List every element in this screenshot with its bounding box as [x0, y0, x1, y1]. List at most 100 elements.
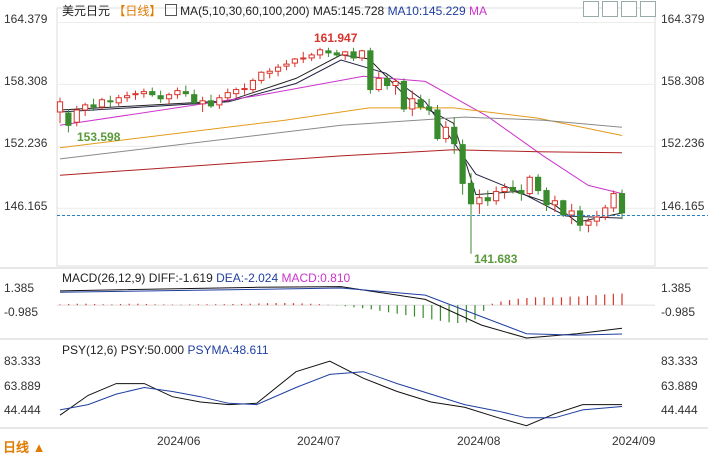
macd-label: MACD(26,12,9): [62, 271, 146, 285]
candle-down: [618, 193, 626, 214]
high-annotation: 161.947: [314, 31, 358, 45]
candle-up: [98, 99, 106, 108]
x-axis-label: 2024/07: [297, 434, 341, 448]
macd-tick: 1.385: [4, 281, 34, 295]
candle-up: [602, 207, 609, 218]
ma-indicator-label: MA(5,10,30,60,100,200): [180, 4, 310, 18]
psyma-line: [59, 371, 623, 419]
candle-down: [425, 106, 433, 111]
candle-down: [350, 51, 357, 59]
x-axis-label: 2024/06: [157, 434, 201, 448]
candle-up: [585, 220, 592, 226]
price-tick: 158.308: [661, 74, 705, 88]
price-tick: 152.236: [4, 136, 48, 150]
candle-up: [82, 104, 89, 111]
price-tick: 164.379: [4, 12, 48, 26]
psy-tick: 44.444: [4, 403, 41, 417]
psy-series: [59, 360, 623, 427]
x-axis-label: 2024/08: [457, 434, 501, 448]
candle-up: [124, 95, 131, 99]
candle-up: [526, 176, 533, 195]
candle-down: [182, 91, 189, 95]
price-tick: 164.379: [661, 12, 705, 26]
candle-down: [467, 182, 475, 205]
candle-up: [308, 54, 315, 59]
candle-up: [266, 70, 273, 74]
candle-up: [216, 97, 223, 106]
candle-down: [149, 91, 156, 96]
candle-up: [316, 49, 324, 56]
psy-line: [59, 360, 622, 427]
candle-up: [551, 200, 558, 206]
candle-up: [115, 97, 122, 104]
candle-up: [249, 79, 257, 91]
macd-dea-line: [59, 287, 623, 336]
grid-lines: [57, 21, 655, 209]
candle-up: [358, 50, 366, 59]
candle-down: [65, 112, 72, 126]
price-tick: 158.308: [4, 74, 48, 88]
ma-config-icon[interactable]: [164, 4, 177, 16]
candle-up: [73, 109, 80, 123]
candle-up: [274, 66, 282, 72]
chart-type-icon[interactable]: [621, 1, 637, 17]
low-annotation: 141.683: [474, 252, 518, 266]
candle-down: [543, 190, 550, 206]
period-selector[interactable]: 日线 ▲: [3, 440, 46, 455]
price-tick: 146.165: [4, 199, 48, 213]
ma30-line: [59, 75, 623, 195]
price-tick: 152.236: [661, 136, 705, 150]
candle-up: [375, 77, 382, 91]
candle-down: [333, 52, 340, 56]
psy-tick: 63.889: [661, 379, 698, 393]
main-panel-frame: [56, 7, 656, 267]
candle-down: [191, 94, 198, 104]
psy-value: PSY:50.000: [120, 343, 185, 357]
candle-up: [283, 63, 290, 67]
macd-dea: DEA:-2.024: [216, 271, 279, 285]
psy-tick: 44.444: [661, 403, 698, 417]
price-tick: 146.165: [661, 199, 705, 213]
ma100-line: [59, 116, 623, 160]
candle-up: [501, 186, 508, 193]
candle-down: [417, 99, 424, 108]
candle-up: [593, 216, 600, 222]
x-axis-label: 2024/09: [612, 434, 656, 448]
candle-down: [576, 210, 584, 226]
symbol-label: 美元日元: [62, 4, 111, 18]
candle-down: [451, 126, 458, 145]
macd-diff-line: [59, 286, 623, 339]
macd-tick: -0.985: [4, 305, 38, 319]
candle-down: [367, 50, 374, 91]
psy-tick: 63.889: [4, 379, 41, 393]
settings-icon[interactable]: [640, 1, 656, 17]
candle-up: [224, 92, 231, 99]
ma5-value: MA5:145.728: [312, 4, 385, 18]
candle-down: [535, 176, 542, 192]
period-label[interactable]: 【日线】: [113, 4, 162, 18]
candle-up: [342, 51, 349, 56]
candle-up: [291, 58, 298, 64]
ma-lines: [59, 54, 623, 223]
ma-trailing-label: MA: [468, 4, 487, 18]
ma200-line: [59, 149, 623, 176]
candle-up: [476, 197, 483, 205]
candle-up: [241, 88, 248, 91]
ma60-line: [59, 107, 623, 149]
candle-up: [56, 101, 64, 113]
candle-up: [233, 89, 240, 95]
candle-up: [132, 93, 139, 96]
candle-up: [392, 80, 399, 87]
psy-header: PSY(12,6) PSY:50.000 PSYMA:48.611: [62, 343, 269, 357]
candle-up: [165, 94, 173, 100]
candle-up: [174, 90, 181, 96]
candle-down: [560, 200, 567, 216]
crosshair-icon[interactable]: [583, 1, 599, 17]
candle-down: [90, 104, 97, 108]
candle-up: [140, 91, 147, 95]
ma5-line: [59, 54, 623, 223]
grid-icon[interactable]: [602, 1, 618, 17]
candle-down: [107, 100, 114, 103]
macd-diff: DIFF:-1.619: [148, 271, 213, 285]
